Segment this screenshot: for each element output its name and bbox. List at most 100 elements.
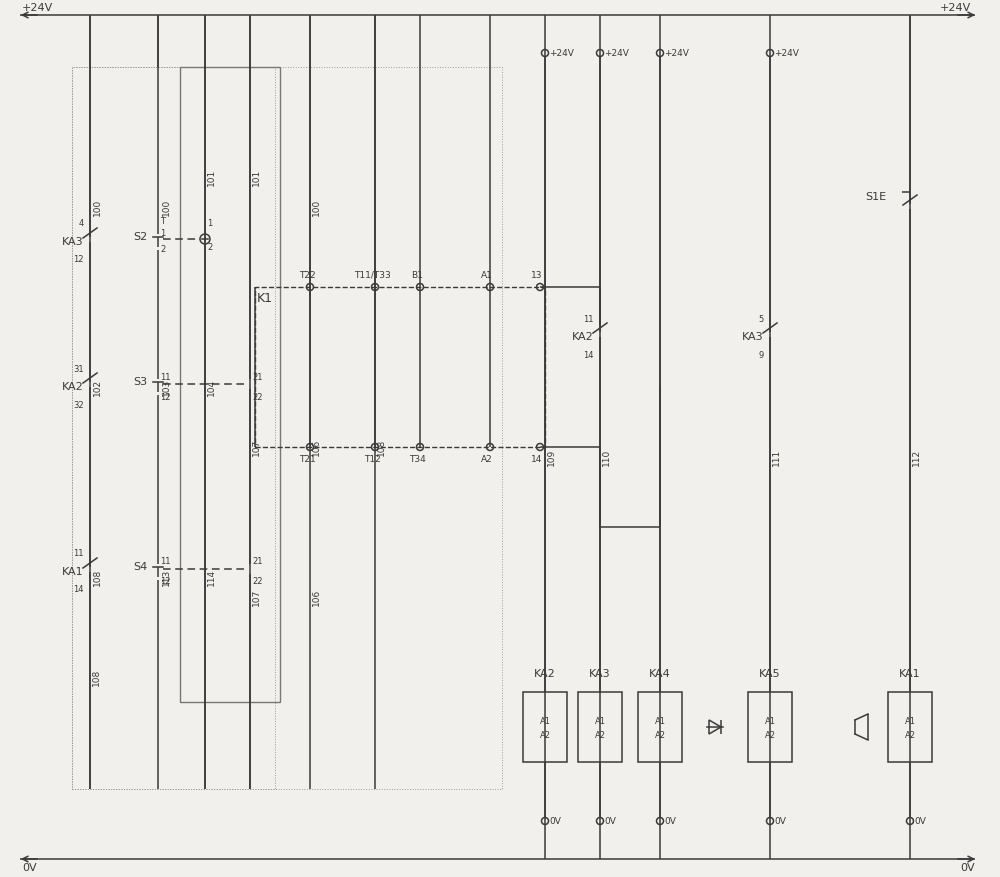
Bar bbox=[578, 692, 622, 762]
Text: 111: 111 bbox=[772, 448, 781, 466]
Text: +24V: +24V bbox=[22, 3, 53, 13]
Bar bbox=[523, 692, 567, 762]
Text: KA1: KA1 bbox=[62, 567, 84, 577]
Text: 21: 21 bbox=[252, 558, 262, 567]
Text: KA1: KA1 bbox=[899, 669, 921, 679]
Text: T22: T22 bbox=[299, 270, 315, 280]
Text: A2: A2 bbox=[481, 454, 493, 464]
Text: 32: 32 bbox=[73, 401, 84, 410]
Text: KA3: KA3 bbox=[62, 237, 84, 247]
Text: 108: 108 bbox=[92, 668, 101, 686]
Text: 107: 107 bbox=[252, 438, 261, 456]
Text: 14: 14 bbox=[531, 454, 543, 464]
Text: A2: A2 bbox=[765, 731, 776, 739]
Text: 108: 108 bbox=[377, 438, 386, 456]
Text: T34: T34 bbox=[409, 454, 425, 464]
Text: 0V: 0V bbox=[774, 816, 786, 825]
Text: 101: 101 bbox=[207, 168, 216, 186]
Text: 100: 100 bbox=[312, 198, 321, 216]
Text: KA3: KA3 bbox=[589, 669, 611, 679]
Text: A1: A1 bbox=[594, 717, 606, 725]
Text: 12: 12 bbox=[74, 255, 84, 265]
Text: 13: 13 bbox=[531, 270, 543, 280]
Text: 109: 109 bbox=[547, 448, 556, 466]
Text: 0V: 0V bbox=[914, 816, 926, 825]
Text: 11: 11 bbox=[584, 315, 594, 324]
Text: 14: 14 bbox=[74, 586, 84, 595]
Text: S4: S4 bbox=[133, 562, 147, 572]
Bar bbox=[180, 67, 280, 702]
Text: 22: 22 bbox=[252, 393, 262, 402]
Text: +24V: +24V bbox=[664, 48, 689, 58]
Text: A1: A1 bbox=[481, 270, 493, 280]
Text: 107: 107 bbox=[252, 588, 261, 606]
Text: +24V: +24V bbox=[604, 48, 629, 58]
Text: 114: 114 bbox=[207, 568, 216, 586]
Text: 101: 101 bbox=[252, 168, 261, 186]
Text: KA3: KA3 bbox=[742, 332, 764, 342]
Text: A1: A1 bbox=[540, 717, 550, 725]
Text: T12: T12 bbox=[364, 454, 380, 464]
Text: A2: A2 bbox=[540, 731, 550, 739]
Text: S2: S2 bbox=[133, 232, 147, 242]
Text: 21: 21 bbox=[252, 373, 262, 381]
Text: 103: 103 bbox=[162, 378, 171, 396]
Text: 112: 112 bbox=[912, 448, 921, 466]
Text: 1: 1 bbox=[160, 230, 165, 239]
Text: 106: 106 bbox=[312, 438, 321, 456]
Text: T21: T21 bbox=[299, 454, 315, 464]
Bar bbox=[888, 692, 932, 762]
Text: +24V: +24V bbox=[774, 48, 799, 58]
Text: KA2: KA2 bbox=[534, 669, 556, 679]
Text: A2: A2 bbox=[904, 731, 916, 739]
Text: 0V: 0V bbox=[549, 816, 561, 825]
Text: 2: 2 bbox=[207, 243, 212, 252]
Text: 11: 11 bbox=[74, 550, 84, 559]
Text: +24V: +24V bbox=[940, 3, 971, 13]
Text: A1: A1 bbox=[654, 717, 666, 725]
Text: 14: 14 bbox=[584, 351, 594, 360]
Text: 4: 4 bbox=[79, 219, 84, 229]
Text: 0V: 0V bbox=[22, 863, 37, 873]
Text: S3: S3 bbox=[133, 377, 147, 387]
Text: +24V: +24V bbox=[549, 48, 574, 58]
Bar bbox=[255, 287, 545, 447]
Text: 110: 110 bbox=[602, 448, 611, 466]
Bar bbox=[72, 67, 502, 789]
Text: 22: 22 bbox=[252, 577, 262, 587]
Text: A2: A2 bbox=[654, 731, 666, 739]
Text: 100: 100 bbox=[93, 198, 102, 216]
Text: 0V: 0V bbox=[604, 816, 616, 825]
Text: B1: B1 bbox=[411, 270, 423, 280]
Text: 12: 12 bbox=[160, 577, 170, 587]
Text: KA2: KA2 bbox=[572, 332, 594, 342]
Bar bbox=[72, 67, 275, 789]
Bar bbox=[638, 692, 682, 762]
Text: T: T bbox=[160, 217, 165, 226]
Text: 0V: 0V bbox=[960, 863, 975, 873]
Text: 9: 9 bbox=[759, 351, 764, 360]
Text: K1: K1 bbox=[257, 293, 273, 305]
Text: 0V: 0V bbox=[664, 816, 676, 825]
Text: KA2: KA2 bbox=[62, 382, 84, 392]
Text: 12: 12 bbox=[160, 393, 170, 402]
Text: 2: 2 bbox=[160, 246, 165, 254]
Text: KA4: KA4 bbox=[649, 669, 671, 679]
Text: 11: 11 bbox=[160, 373, 170, 381]
Text: S1E: S1E bbox=[865, 192, 886, 202]
Text: T11/T33: T11/T33 bbox=[354, 270, 390, 280]
Text: 104: 104 bbox=[207, 379, 216, 396]
Text: 1: 1 bbox=[207, 219, 212, 229]
Text: 106: 106 bbox=[312, 588, 321, 606]
Text: A1: A1 bbox=[904, 717, 916, 725]
Bar bbox=[748, 692, 792, 762]
Text: A1: A1 bbox=[765, 717, 776, 725]
Text: A2: A2 bbox=[594, 731, 606, 739]
Text: 113: 113 bbox=[162, 568, 171, 586]
Text: 5: 5 bbox=[759, 315, 764, 324]
Text: 11: 11 bbox=[160, 558, 170, 567]
Text: 102: 102 bbox=[93, 379, 102, 396]
Text: KA5: KA5 bbox=[759, 669, 781, 679]
Text: 108: 108 bbox=[93, 568, 102, 586]
Text: 31: 31 bbox=[73, 365, 84, 374]
